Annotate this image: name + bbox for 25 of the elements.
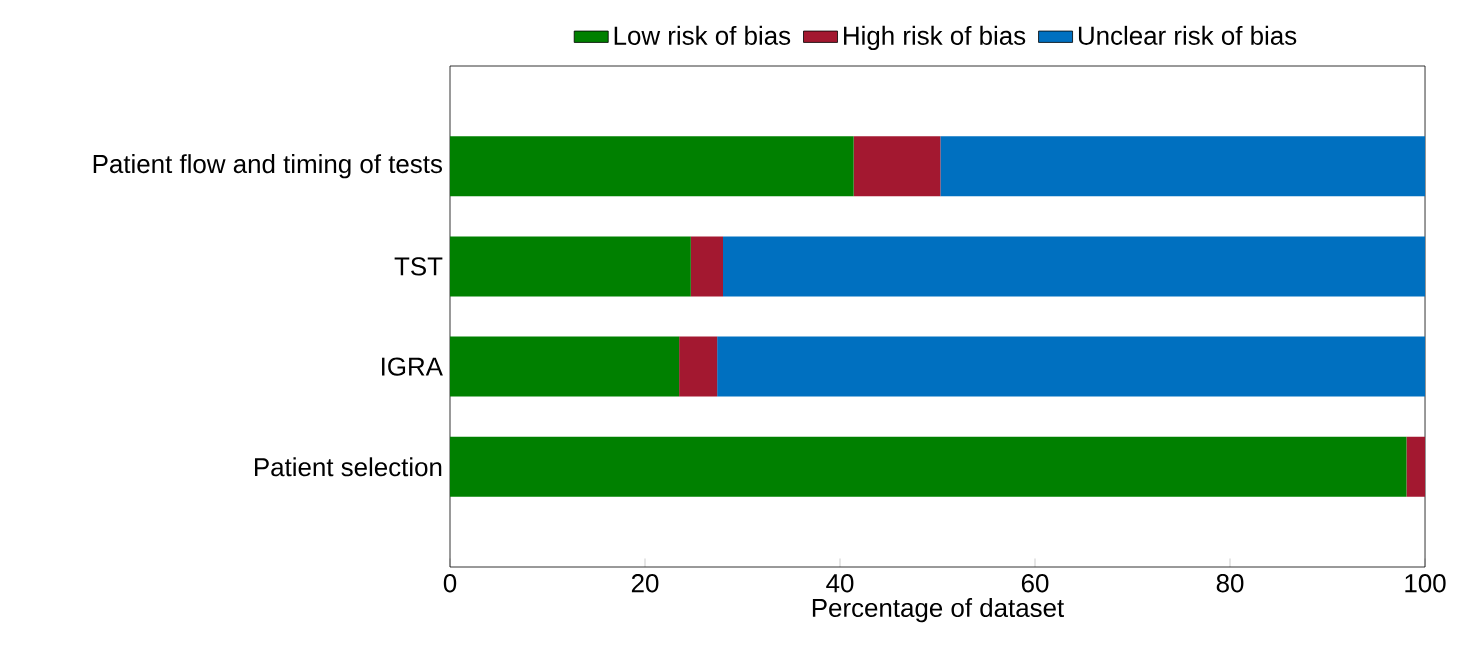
bar xyxy=(940,136,1426,197)
x-tick-label: 40 xyxy=(826,574,854,593)
legend-label: Unclear risk of bias xyxy=(1078,25,1297,45)
y-tick-label: IGRA xyxy=(382,357,443,376)
x-tick-label: 80 xyxy=(1216,574,1244,593)
bar xyxy=(1406,436,1426,497)
bar xyxy=(723,236,1426,297)
bar xyxy=(450,436,1407,497)
legend-label: Low risk of bias xyxy=(614,25,791,45)
legend-label: High risk of bias xyxy=(844,25,1026,50)
x-tick-label: 0 xyxy=(443,574,457,593)
x-tick-label: 100 xyxy=(1405,574,1446,593)
bar xyxy=(450,136,854,197)
x-tick-label: 20 xyxy=(631,574,659,593)
bar xyxy=(690,236,723,297)
y-tick-label: Patient flow and timing of tests xyxy=(93,154,442,179)
bar xyxy=(717,336,1426,397)
bar xyxy=(450,336,680,397)
x-tick-label: 60 xyxy=(1021,574,1049,593)
y-tick-label: Patient selection xyxy=(255,457,442,477)
y-tick-label: TST xyxy=(394,257,443,276)
bar xyxy=(450,236,691,297)
x-axis-title: Percentage of dataset xyxy=(812,598,1064,623)
bar xyxy=(853,136,941,197)
bar xyxy=(679,336,718,397)
